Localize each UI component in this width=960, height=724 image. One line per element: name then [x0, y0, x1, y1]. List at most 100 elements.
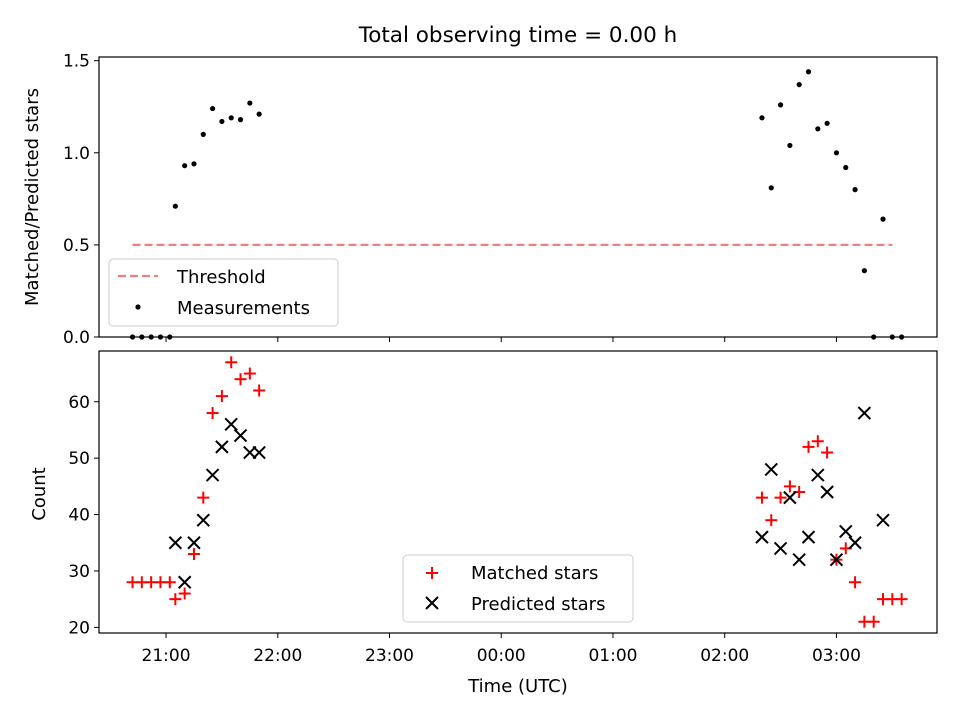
matched-star-point [234, 373, 247, 386]
predicted-star-point [876, 513, 890, 527]
legend-measurements-label: Measurements [177, 298, 310, 319]
matched-star-point [755, 491, 768, 504]
matched-star-point [243, 367, 256, 380]
matched-star-point [169, 593, 182, 606]
matched-star-point [802, 440, 815, 453]
measurement-point [191, 161, 197, 167]
measurement-point [237, 117, 244, 123]
measurement-point [759, 115, 765, 121]
matched-star-point [783, 480, 796, 493]
measurement-point [247, 100, 253, 106]
predicted-star-point [848, 536, 862, 550]
measurement-point [824, 120, 830, 126]
ratio-y-tick-label: 0.5 [63, 236, 90, 256]
legend-predicted-label: Predicted stars [471, 594, 605, 615]
measurement-point [256, 111, 262, 117]
measurement-point [815, 126, 821, 132]
matched-star-point [895, 593, 908, 606]
predicted-star-point [811, 468, 825, 482]
time-x-tick-label: 22:00 [253, 646, 302, 666]
count-y-tick-label: 30 [68, 562, 90, 582]
measurement-point [796, 82, 802, 88]
time-x-tick-label: 03:00 [812, 646, 861, 666]
predicted-star-point [252, 445, 266, 460]
predicted-star-point [755, 530, 769, 544]
measurement-point [200, 131, 206, 137]
predicted-star-point [783, 490, 797, 505]
ratio-y-tick-label: 1.0 [63, 144, 90, 164]
measurement-point [768, 185, 774, 191]
matched-star-point [765, 514, 778, 527]
predicted-star-point [224, 417, 238, 432]
measurement-point [805, 69, 812, 75]
count-y-tick-label: 40 [68, 506, 90, 526]
predicted-star-point [820, 485, 834, 499]
measurement-point [209, 105, 216, 112]
matched-star-point [821, 446, 834, 459]
legend-measurements-swatch [135, 304, 141, 310]
count-legend: Matched stars Predicted stars [402, 554, 634, 623]
matched-star-point [178, 587, 191, 600]
measurement-point [172, 203, 178, 209]
measurement-point [861, 268, 867, 274]
measurement-point [219, 118, 225, 125]
ratio-y-tick-label: 1.5 [63, 52, 90, 72]
measurement-point [777, 102, 784, 108]
count-panel: 20 30 40 50 60 21:00 22:00 23:00 00:00 01:00 02:00… [29, 350, 938, 697]
measurement-point [852, 187, 858, 193]
predicted-star-point [857, 406, 872, 420]
predicted-star-point [187, 536, 201, 550]
legend-matched-swatch [426, 567, 438, 579]
legend-threshold-label: Threshold [176, 267, 266, 288]
predicted-star-point [829, 552, 844, 567]
matched-star-point [225, 356, 238, 369]
time-x-tick-label: 23:00 [365, 646, 414, 666]
count-y-tick-label: 20 [68, 618, 90, 638]
figure-title: Total observing time = 0.00 h [358, 23, 678, 48]
legend-matched-label: Matched stars [471, 563, 598, 584]
matched-star-point [849, 576, 862, 589]
count-y-axis-label: Count [29, 467, 50, 520]
time-x-tick-label: 00:00 [477, 646, 526, 666]
ratio-legend: Threshold Measurements [108, 258, 339, 327]
time-x-tick-label: 01:00 [588, 646, 637, 666]
measurement-point [228, 115, 234, 121]
matched-star-point [811, 435, 824, 448]
predicted-star-point [764, 462, 778, 477]
matched-star-point [206, 407, 219, 420]
count-y-tick-label: 60 [68, 393, 90, 413]
ratio-y-axis-label: Matched/Predicted stars [22, 88, 43, 306]
legend-predicted-swatch [425, 596, 439, 610]
ratio-y-tick-label: 0.0 [63, 328, 90, 348]
matched-star-point [187, 548, 200, 561]
predicted-star-point [839, 524, 853, 539]
matched-star-point [197, 491, 210, 504]
predicted-star-point [168, 536, 183, 550]
predicted-star-point [205, 468, 220, 482]
count-panel-frame [98, 350, 938, 634]
matched-star-point [215, 390, 228, 403]
matched-star-point [774, 491, 787, 504]
measurement-point [880, 216, 886, 222]
predicted-star-point [177, 575, 192, 589]
count-legend-box [402, 554, 634, 623]
count-y-tick-label: 50 [68, 449, 90, 469]
predicted-star-point [792, 552, 806, 567]
measurement-point [787, 142, 793, 149]
predicted-star-point [196, 513, 210, 527]
ratio-legend-box [108, 258, 339, 327]
matched-star-point [253, 384, 266, 397]
predicted-star-point [233, 428, 248, 443]
matched-star-point [163, 576, 176, 589]
x-axis-label: Time (UTC) [467, 676, 568, 697]
matched-star-point [867, 615, 880, 628]
predicted-star-point [215, 440, 229, 454]
measurement-point [182, 163, 188, 169]
predicted-star-point [773, 541, 788, 556]
predicted-star-point [801, 530, 816, 544]
ratio-panel: 0.0 0.5 1.0 1.5 Matched/Predicted stars Thr… [22, 52, 938, 348]
time-x-tick-label: 21:00 [142, 646, 191, 666]
ratio-panel-frame [98, 56, 938, 338]
measurement-point [843, 164, 849, 171]
